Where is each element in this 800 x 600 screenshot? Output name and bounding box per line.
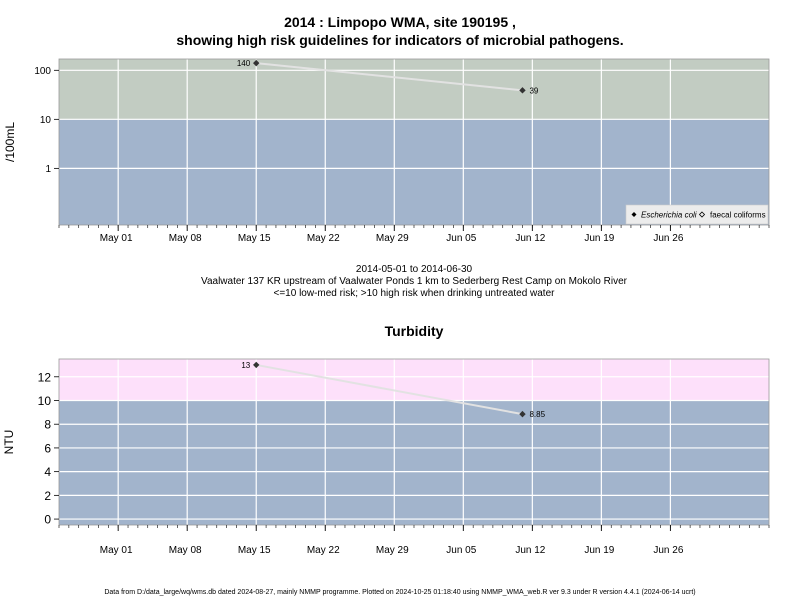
chart-title-line2: showing high risk guidelines for indicat…: [176, 32, 624, 48]
data-point: [253, 361, 260, 369]
x-tick-label: May 15: [238, 545, 271, 556]
y-tick-label: 4: [44, 465, 51, 479]
x-tick-label: Jun 19: [584, 545, 614, 556]
x-tick-label: May 22: [307, 545, 340, 556]
legend-label-faecal: faecal coliforms: [710, 211, 766, 220]
chart-title-line1: 2014 : Limpopo WMA, site 190195 ,: [284, 14, 516, 30]
x-tick-label: May 01: [100, 545, 133, 556]
data-label: 13: [241, 361, 250, 370]
y-tick-label: 1: [45, 164, 51, 175]
x-tick-label: Jun 05: [446, 233, 476, 244]
x-tick-label: May 15: [238, 233, 271, 244]
y-tick-label: 100: [34, 66, 51, 77]
legend-label-ecoli: Escherichia coli: [641, 211, 697, 220]
x-tick-label: Jun 12: [515, 545, 545, 556]
y-tick-label: 0: [44, 513, 51, 527]
risk-note-caption: <=10 low-med risk; >10 high risk when dr…: [273, 288, 555, 299]
legend-diamond-filled: [631, 212, 637, 217]
low-risk-band: [59, 400, 769, 525]
series-line: [256, 363, 523, 416]
x-tick-label: May 29: [376, 233, 409, 244]
data-label: 140: [237, 59, 251, 68]
x-tick-label: May 29: [376, 545, 409, 556]
y-axis-label: NTU: [2, 430, 16, 455]
data-point: [519, 410, 526, 418]
y-tick-label: 6: [44, 441, 51, 455]
y-tick-label: 8: [44, 418, 51, 432]
date-range-caption: 2014-05-01 to 2014-06-30: [355, 264, 473, 275]
y-tick-label: 2: [44, 489, 51, 503]
microbial-panel: 1 10 100/100mL May 01 May 08 May 15 May 22 May …: [3, 58, 770, 244]
data-label: 8.85: [529, 410, 545, 419]
high-risk-band: [59, 59, 769, 120]
x-tick-label: Jun 05: [446, 545, 476, 556]
x-tick-label: May 08: [169, 233, 202, 244]
y-tick-label: 10: [38, 394, 52, 408]
x-tick-label: Jun 26: [653, 545, 683, 556]
x-tick-label: May 22: [307, 233, 340, 244]
y-axis-label: /100mL: [3, 122, 17, 162]
x-tick-label: Jun 26: [653, 233, 683, 244]
x-tick-label: May 08: [169, 545, 202, 556]
legend-diamond-open: [698, 211, 706, 218]
data-point: [519, 87, 526, 94]
data-label: 39: [529, 86, 538, 95]
legend: Escherichia coli faecal coliforms: [625, 204, 769, 225]
legend-box: [625, 204, 769, 225]
series-line: [256, 62, 523, 92]
y-tick-label: 12: [38, 370, 52, 384]
panel-title: Turbidity: [385, 323, 444, 339]
footer-note: Data from D:/data_large/wq/wms.db dated …: [104, 589, 696, 596]
x-tick-label: Jun 12: [515, 233, 545, 244]
turbidity-panel: Turbidity 0 2 4 6 8 10 12 NTU May 01 May 08 May 15 M…: [2, 323, 770, 556]
data-point: [253, 59, 260, 67]
x-tick-label: Jun 19: [584, 233, 614, 244]
site-description-caption: Vaalwater 137 KR upstream of Vaalwater P…: [201, 276, 627, 287]
x-tick-label: May 01: [100, 233, 133, 244]
y-tick-label: 10: [40, 115, 52, 126]
